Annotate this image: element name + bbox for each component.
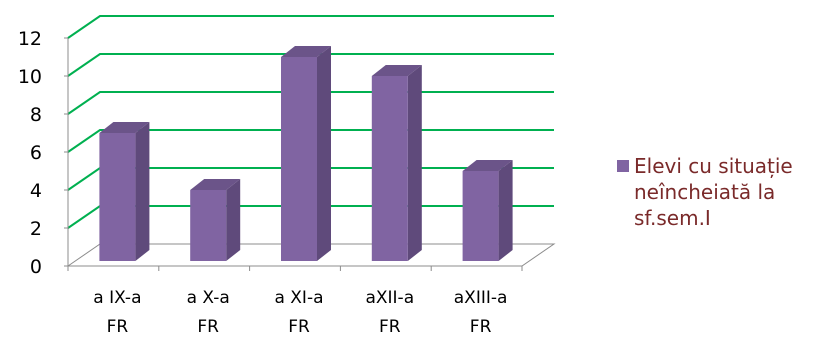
bar-top: [371, 65, 422, 76]
legend-label: neîncheiată la: [634, 180, 775, 204]
x-category-label: FR: [288, 317, 310, 337]
bar: [281, 46, 331, 261]
legend-swatch: [617, 160, 629, 172]
floor-plane: [66, 243, 556, 267]
bar-front: [99, 133, 136, 261]
bar: [99, 122, 150, 261]
axes: [64, 37, 556, 271]
bar-side: [317, 46, 331, 261]
y-tick-label: 2: [30, 218, 42, 240]
x-category-label: a XI-a: [274, 288, 323, 308]
bar: [462, 160, 513, 261]
y-tick-label: 10: [18, 66, 42, 88]
bar-side: [226, 179, 241, 261]
gridline-12: [67, 15, 554, 39]
x-category-label: aXII-a: [365, 288, 414, 308]
gridline-10: [67, 53, 554, 77]
legend-label: Elevi cu situație: [634, 154, 793, 178]
x-category-label: a IX-a: [93, 288, 141, 308]
bar: [371, 65, 422, 261]
bar-front: [371, 76, 408, 261]
x-category-label: FR: [107, 317, 129, 337]
y-tick-label: 0: [30, 256, 42, 278]
y-tick-label: 6: [30, 142, 42, 164]
bar-side: [135, 122, 150, 261]
bar-top: [190, 179, 241, 190]
bar-top: [99, 122, 150, 133]
y-tick-label: 12: [18, 28, 42, 50]
legend-label: sf.sem.I: [634, 206, 711, 230]
x-category-label: a X-a: [187, 288, 230, 308]
x-category-label: aXIII-a: [454, 288, 508, 308]
bar-side: [498, 160, 513, 261]
bar-front: [281, 57, 317, 261]
bar-front: [190, 190, 227, 261]
labels: 0 2 4 6 8 10 12 a IX-a FR a X-a FR a XI-a FR aXII-a FR…: [18, 28, 508, 337]
bar: [190, 179, 241, 261]
bar-front: [462, 171, 499, 261]
y-tick-label: 8: [30, 104, 42, 126]
bar-top: [462, 160, 513, 171]
bar-top: [281, 46, 331, 57]
bar-side: [407, 65, 422, 261]
y-tick-label: 4: [30, 180, 42, 202]
x-category-label: FR: [197, 317, 219, 337]
x-category-label: FR: [470, 317, 492, 337]
bars: [99, 46, 513, 261]
x-category-label: FR: [379, 317, 401, 337]
